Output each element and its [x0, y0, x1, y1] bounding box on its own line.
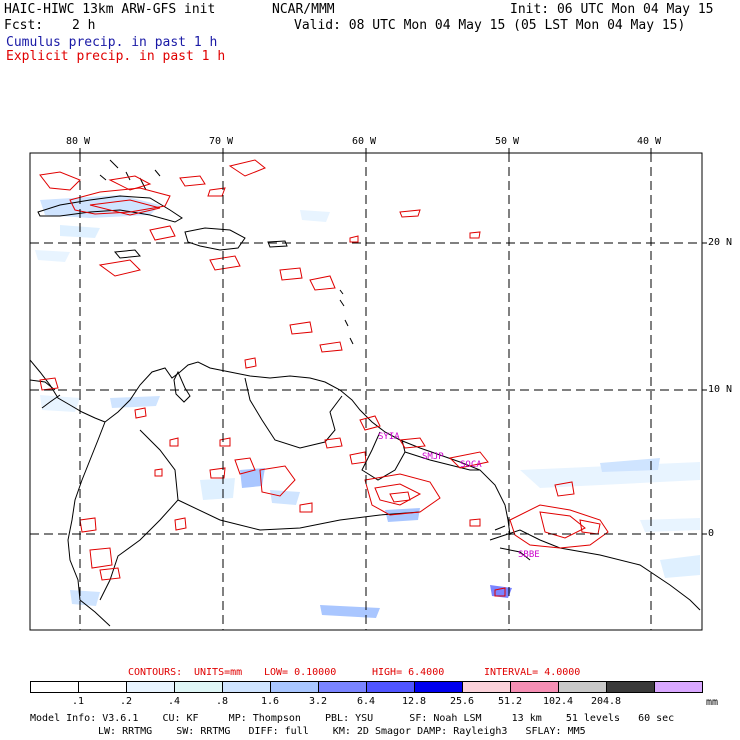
- legend-swatch: [366, 681, 415, 693]
- legend-swatch: [558, 681, 607, 693]
- contour-low: LOW= 0.10000: [264, 667, 337, 678]
- lat-label-0: 0: [708, 528, 715, 539]
- init-time: Init: 06 UTC Mon 04 May 15: [510, 2, 714, 17]
- legend-swatch: [126, 681, 175, 693]
- lon-label-50w: 50 W: [495, 136, 520, 147]
- contour-interval: INTERVAL= 4.0000: [484, 667, 581, 678]
- lon-label-40w: 40 W: [637, 136, 662, 147]
- station-sbbe: SBBE: [518, 550, 540, 560]
- legend-swatch: [222, 681, 271, 693]
- valid-time: Valid: 08 UTC Mon 04 May 15 (05 LST Mon …: [294, 18, 686, 33]
- contour-label: CONTOURS:: [128, 667, 183, 678]
- legend-label: .4: [167, 696, 181, 707]
- model-title: HAIC-HIWC 13km ARW-GFS init: [4, 2, 216, 17]
- station-syia: SYIA: [378, 432, 400, 442]
- legend-swatch: [78, 681, 127, 693]
- contour-high: HIGH= 6.4000: [372, 667, 445, 678]
- lon-label-80w: 80 W: [66, 136, 91, 147]
- legend-swatch: [174, 681, 223, 693]
- forecast-hour: 2 h: [72, 18, 96, 33]
- legend-swatch: [414, 681, 463, 693]
- lon-label-70w: 70 W: [209, 136, 234, 147]
- model-info-line2: LW: RRTMG SW: RRTMG DIFF: full KM: 2D Sm…: [98, 726, 586, 737]
- legend-label: 3.2: [308, 696, 328, 707]
- legend-label: 12.8: [401, 696, 427, 707]
- legend-swatch: [318, 681, 367, 693]
- legend-label: 25.6: [449, 696, 475, 707]
- legend-swatch: [654, 681, 703, 693]
- legend-label: .2: [119, 696, 133, 707]
- lat-label-10n: 10 N: [708, 384, 733, 395]
- legend-label: .1: [71, 696, 85, 707]
- legend-label: 1.6: [260, 696, 280, 707]
- legend-label: 51.2: [497, 696, 523, 707]
- axis-ticks: [79, 148, 707, 535]
- legend-label: .8: [215, 696, 229, 707]
- lat-label-20n: 20 N: [708, 237, 733, 248]
- station-smjp: SMJP: [422, 452, 444, 462]
- coastlines: [30, 159, 701, 627]
- legend-swatch: [270, 681, 319, 693]
- legend-swatch: [606, 681, 655, 693]
- station-soca: SOCA: [460, 460, 482, 470]
- model-info-line1: Model Info: V3.6.1 CU: KF MP: Thompson P…: [30, 713, 675, 724]
- legend-swatch: [462, 681, 511, 693]
- legend-swatch: [510, 681, 559, 693]
- org-label: NCAR/MMM: [272, 2, 335, 17]
- explicit-precip-contours: [39, 159, 609, 597]
- lon-label-60w: 60 W: [352, 136, 377, 147]
- legend-unit: mm: [706, 697, 719, 708]
- legend-label: 6.4: [356, 696, 376, 707]
- lat-lon-grid: [30, 153, 702, 630]
- cumulus-precip-label: Cumulus precip. in past 1 h: [6, 35, 218, 50]
- contour-units: UNITS=mm: [194, 667, 243, 678]
- forecast-label: Fcst:: [4, 18, 44, 33]
- legend-label: 204.8: [590, 696, 622, 707]
- legend-swatch: [30, 681, 79, 693]
- legend-label: 102.4: [542, 696, 574, 707]
- explicit-precip-label: Explicit precip. in past 1 h: [6, 49, 226, 64]
